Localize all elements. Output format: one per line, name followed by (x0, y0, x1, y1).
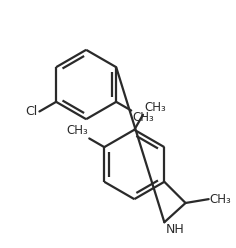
Text: CH₃: CH₃ (210, 193, 231, 206)
Text: CH₃: CH₃ (132, 112, 154, 124)
Text: CH₃: CH₃ (67, 124, 88, 137)
Text: Cl: Cl (25, 105, 38, 118)
Text: NH: NH (165, 223, 184, 236)
Text: CH₃: CH₃ (144, 101, 166, 114)
